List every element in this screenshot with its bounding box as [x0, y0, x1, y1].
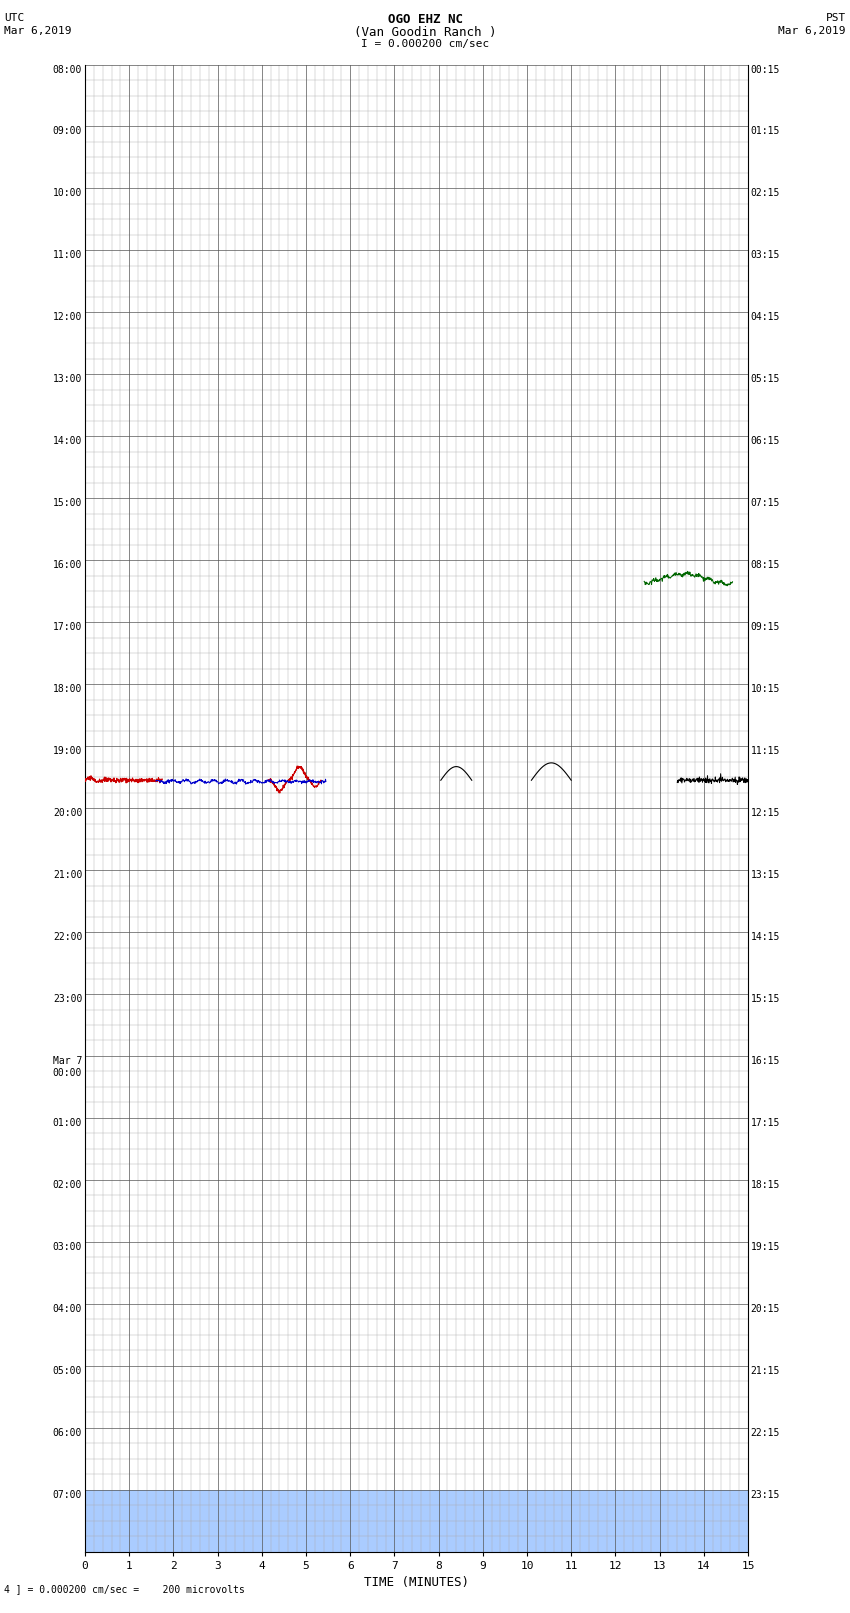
Text: I = 0.000200 cm/sec: I = 0.000200 cm/sec — [361, 39, 489, 48]
Text: UTC: UTC — [4, 13, 25, 23]
Text: (Van Goodin Ranch ): (Van Goodin Ranch ) — [354, 26, 496, 39]
Text: OGO EHZ NC: OGO EHZ NC — [388, 13, 462, 26]
Text: PST: PST — [825, 13, 846, 23]
Text: Mar 6,2019: Mar 6,2019 — [779, 26, 846, 35]
Text: Mar 6,2019: Mar 6,2019 — [4, 26, 71, 35]
X-axis label: TIME (MINUTES): TIME (MINUTES) — [364, 1576, 469, 1589]
Bar — [85, 1490, 748, 1552]
Text: 4 ] = 0.000200 cm/sec =    200 microvolts: 4 ] = 0.000200 cm/sec = 200 microvolts — [4, 1584, 245, 1594]
